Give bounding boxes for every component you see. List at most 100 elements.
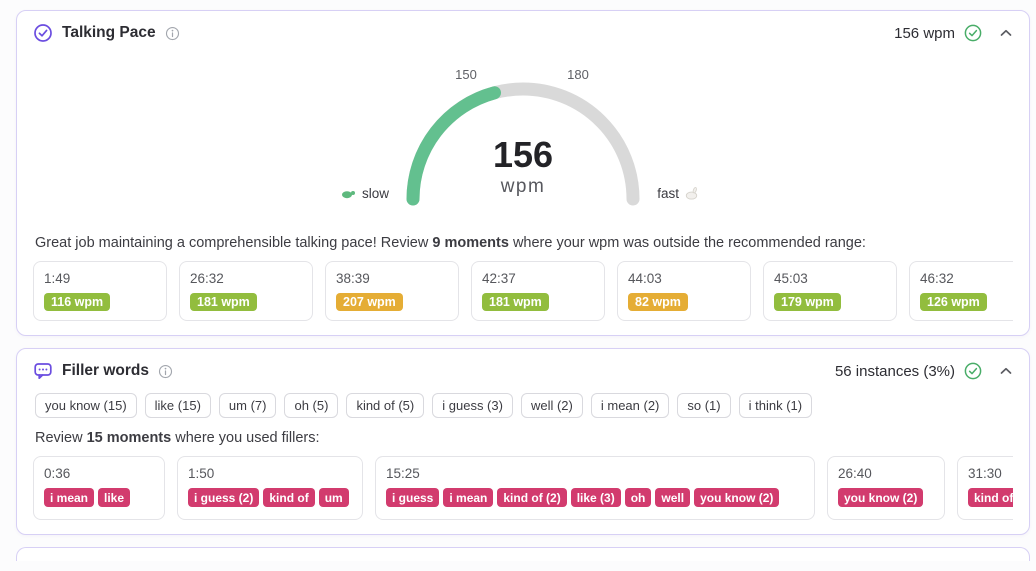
wpm-badge: 126 wpm: [920, 293, 987, 311]
summary-text: Review: [35, 430, 87, 446]
filler-chip[interactable]: you know (15): [35, 393, 137, 418]
filler-chips-row: you know (15) like (15) um (7) oh (5) ki…: [35, 393, 1013, 418]
filler-badge-row: kind of: [968, 488, 1013, 507]
filler-badge: kind of: [263, 488, 315, 507]
chevron-up-icon[interactable]: [999, 366, 1013, 376]
talking-pace-icon: [33, 23, 53, 43]
gauge-unit: wpm: [500, 176, 546, 197]
check-circle-icon: [964, 24, 982, 42]
summary-text-2: where you used fillers:: [171, 430, 320, 446]
filler-chip[interactable]: i mean (2): [590, 393, 670, 418]
fast-text: fast: [657, 186, 679, 201]
moment-timestamp: 45:03: [774, 271, 808, 286]
filler-chip[interactable]: um (7): [218, 393, 277, 418]
filler-words-icon: [33, 361, 53, 381]
filler-badge: i guess (2): [188, 488, 260, 507]
filler-badge-row: i guess i mean kind of (2) like (3) oh w…: [386, 488, 804, 507]
filler-badge: you know (2): [838, 488, 924, 507]
moment-timestamp: 31:30: [968, 466, 1002, 481]
filler-badge: oh: [624, 488, 652, 507]
wpm-badge: 181 wpm: [190, 293, 257, 311]
pace-moment-card[interactable]: 46:32 126 wpm: [909, 261, 1013, 321]
pace-moment-card[interactable]: 26:32 181 wpm: [179, 261, 313, 321]
next-section-hint[interactable]: [16, 547, 1030, 561]
filler-badge-row: i mean like: [44, 488, 154, 507]
talking-pace-header-left: Talking Pace: [33, 23, 180, 43]
filler-badge: well: [655, 488, 691, 507]
moment-timestamp: 26:40: [838, 466, 872, 481]
filler-chip[interactable]: i think (1): [738, 393, 813, 418]
gauge-chart: 150 180 156 wpm: [406, 67, 640, 206]
gauge-tick-low: 150: [455, 67, 477, 82]
wpm-badge: 181 wpm: [482, 293, 549, 311]
wpm-badge: 207 wpm: [336, 293, 403, 311]
chevron-up-icon[interactable]: [999, 28, 1013, 38]
moment-timestamp: 38:39: [336, 271, 370, 286]
filler-badge-row: i guess (2) kind of um: [188, 488, 352, 507]
filler-moment-card[interactable]: 1:50 i guess (2) kind of um: [177, 456, 363, 520]
filler-chip[interactable]: i guess (3): [432, 393, 513, 418]
talking-pace-card: Talking Pace 156 wpm: [16, 10, 1030, 336]
summary-text: Great job maintaining a comprehensible t…: [35, 235, 433, 251]
talking-pace-header-right: 156 wpm: [894, 24, 1013, 42]
moment-timestamp: 42:37: [482, 271, 516, 286]
filler-moment-card[interactable]: 15:25 i guess i mean kind of (2) like (3…: [375, 456, 815, 520]
summary-text-2: where your wpm was outside the recommend…: [508, 235, 866, 251]
pace-moment-card[interactable]: 42:37 181 wpm: [471, 261, 605, 321]
info-icon[interactable]: [158, 364, 173, 379]
filler-chip[interactable]: kind of (5): [346, 393, 425, 418]
pace-moment-card[interactable]: 44:03 82 wpm: [617, 261, 751, 321]
talking-pace-title: Talking Pace: [62, 24, 156, 41]
filler-moment-card[interactable]: 31:30 kind of: [957, 456, 1013, 520]
filler-chip[interactable]: so (1): [677, 393, 731, 418]
info-icon[interactable]: [165, 26, 180, 41]
filler-words-header-right: 56 instances (3%): [835, 362, 1013, 380]
gauge-tick-high: 180: [567, 67, 589, 82]
pace-moment-card[interactable]: 38:39 207 wpm: [325, 261, 459, 321]
filler-moment-card[interactable]: 26:40 you know (2): [827, 456, 945, 520]
moment-timestamp: 1:49: [44, 271, 71, 286]
talking-pace-gauge: 150 180 156 wpm slow fast: [333, 59, 713, 223]
wpm-badge: 116 wpm: [44, 293, 111, 311]
talking-pace-header[interactable]: Talking Pace 156 wpm: [33, 23, 1013, 43]
pace-moments-row: 1:49 116 wpm 26:32 181 wpm 38:39 207 wpm…: [33, 261, 1013, 321]
rabbit-icon: [685, 187, 699, 200]
moment-timestamp: 46:32: [920, 271, 954, 286]
filler-badge: kind of: [968, 488, 1013, 507]
moment-timestamp: 26:32: [190, 271, 224, 286]
filler-moment-card[interactable]: 0:36 i mean like: [33, 456, 165, 520]
filler-words-metric: 56 instances (3%): [834, 362, 955, 380]
filler-words-card: Filler words 56 instances (3%): [16, 348, 1030, 535]
gauge-fast-label: fast: [657, 186, 699, 201]
gauge-fill: [406, 86, 501, 206]
filler-badge-row: you know (2): [838, 488, 934, 507]
summary-bold: 9 moments: [432, 235, 509, 251]
moment-timestamp: 0:36: [44, 466, 71, 481]
filler-badge: like (3): [570, 488, 621, 507]
pace-moment-card[interactable]: 45:03 179 wpm: [763, 261, 897, 321]
check-circle-icon: [964, 362, 982, 380]
filler-chip[interactable]: like (15): [144, 393, 211, 418]
filler-badge: i mean: [443, 488, 494, 507]
slow-text: slow: [362, 186, 390, 201]
moment-timestamp: 44:03: [628, 271, 662, 286]
talking-pace-summary: Great job maintaining a comprehensible t…: [35, 235, 1013, 251]
filler-badge: i mean: [44, 488, 95, 507]
gauge-slow-label: slow: [341, 186, 389, 201]
filler-badge: you know (2): [694, 488, 780, 507]
wpm-badge: 82 wpm: [628, 293, 688, 311]
filler-chip[interactable]: well (2): [520, 393, 583, 418]
filler-words-header[interactable]: Filler words 56 instances (3%): [33, 361, 1013, 381]
turtle-icon: [341, 188, 356, 199]
filler-words-header-left: Filler words: [33, 361, 173, 381]
filler-badge: i guess: [386, 488, 440, 507]
filler-words-title: Filler words: [62, 362, 149, 379]
talking-pace-metric: 156 wpm: [894, 24, 955, 42]
filler-badge: kind of (2): [497, 488, 567, 507]
filler-moments-row: 0:36 i mean like 1:50 i guess (2) kind o…: [33, 456, 1013, 520]
filler-chip[interactable]: oh (5): [284, 393, 339, 418]
pace-moment-card[interactable]: 1:49 116 wpm: [33, 261, 167, 321]
moment-timestamp: 15:25: [386, 466, 420, 481]
filler-badge: like: [98, 488, 131, 507]
